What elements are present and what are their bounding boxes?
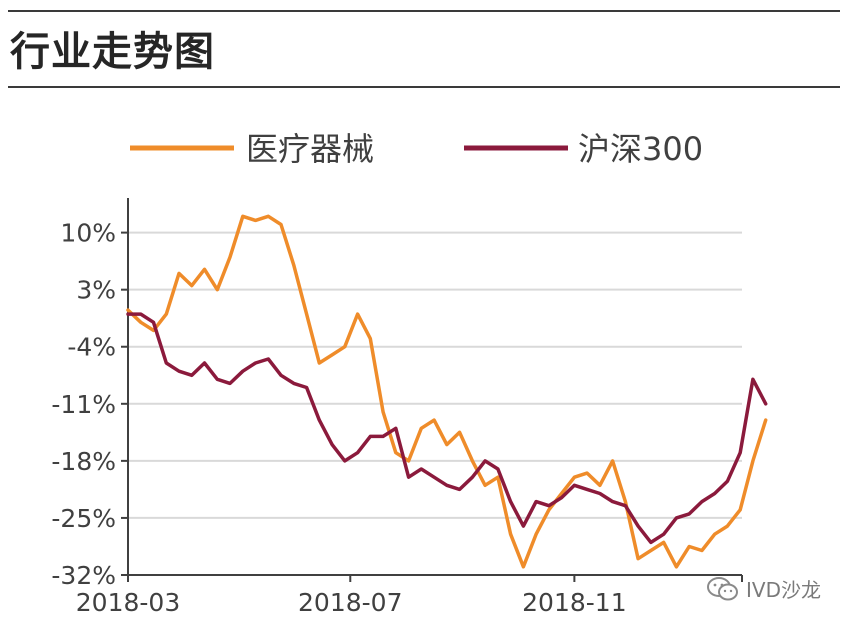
y-tick-label: -11% <box>51 390 116 419</box>
top-rule <box>8 10 840 12</box>
x-tick-label: 2018-07 <box>298 588 402 617</box>
series-line-hs300 <box>126 312 768 545</box>
y-tick-label: -25% <box>51 504 116 533</box>
legend: 医疗器械 沪深300 <box>130 130 703 168</box>
y-tick-label: -18% <box>51 447 116 476</box>
watermark-text: IVD沙龙 <box>746 578 821 602</box>
page-title: 行业走势图 <box>10 29 215 75</box>
grid-lines <box>128 231 742 519</box>
title-rule <box>8 86 840 88</box>
y-tick-label: 3% <box>76 276 116 305</box>
x-tick-label: 2018-11 <box>522 588 626 617</box>
series-line-medical-devices <box>126 214 768 569</box>
watermark: IVD沙龙 <box>706 574 821 603</box>
x-tick-label: 2018-03 <box>76 588 180 617</box>
legend-label: 医疗器械 <box>246 130 374 168</box>
y-tick-label: -32% <box>51 561 116 590</box>
legend-label: 沪深300 <box>578 130 703 168</box>
wechat-icon <box>707 576 738 600</box>
series-lines <box>126 214 768 569</box>
y-tick-label: -4% <box>67 333 116 362</box>
y-tick-label: 10% <box>60 219 116 248</box>
axes: 10% 3% -4% -11% -18% -25% -32%2018-03 2018-07 20… <box>51 198 743 617</box>
